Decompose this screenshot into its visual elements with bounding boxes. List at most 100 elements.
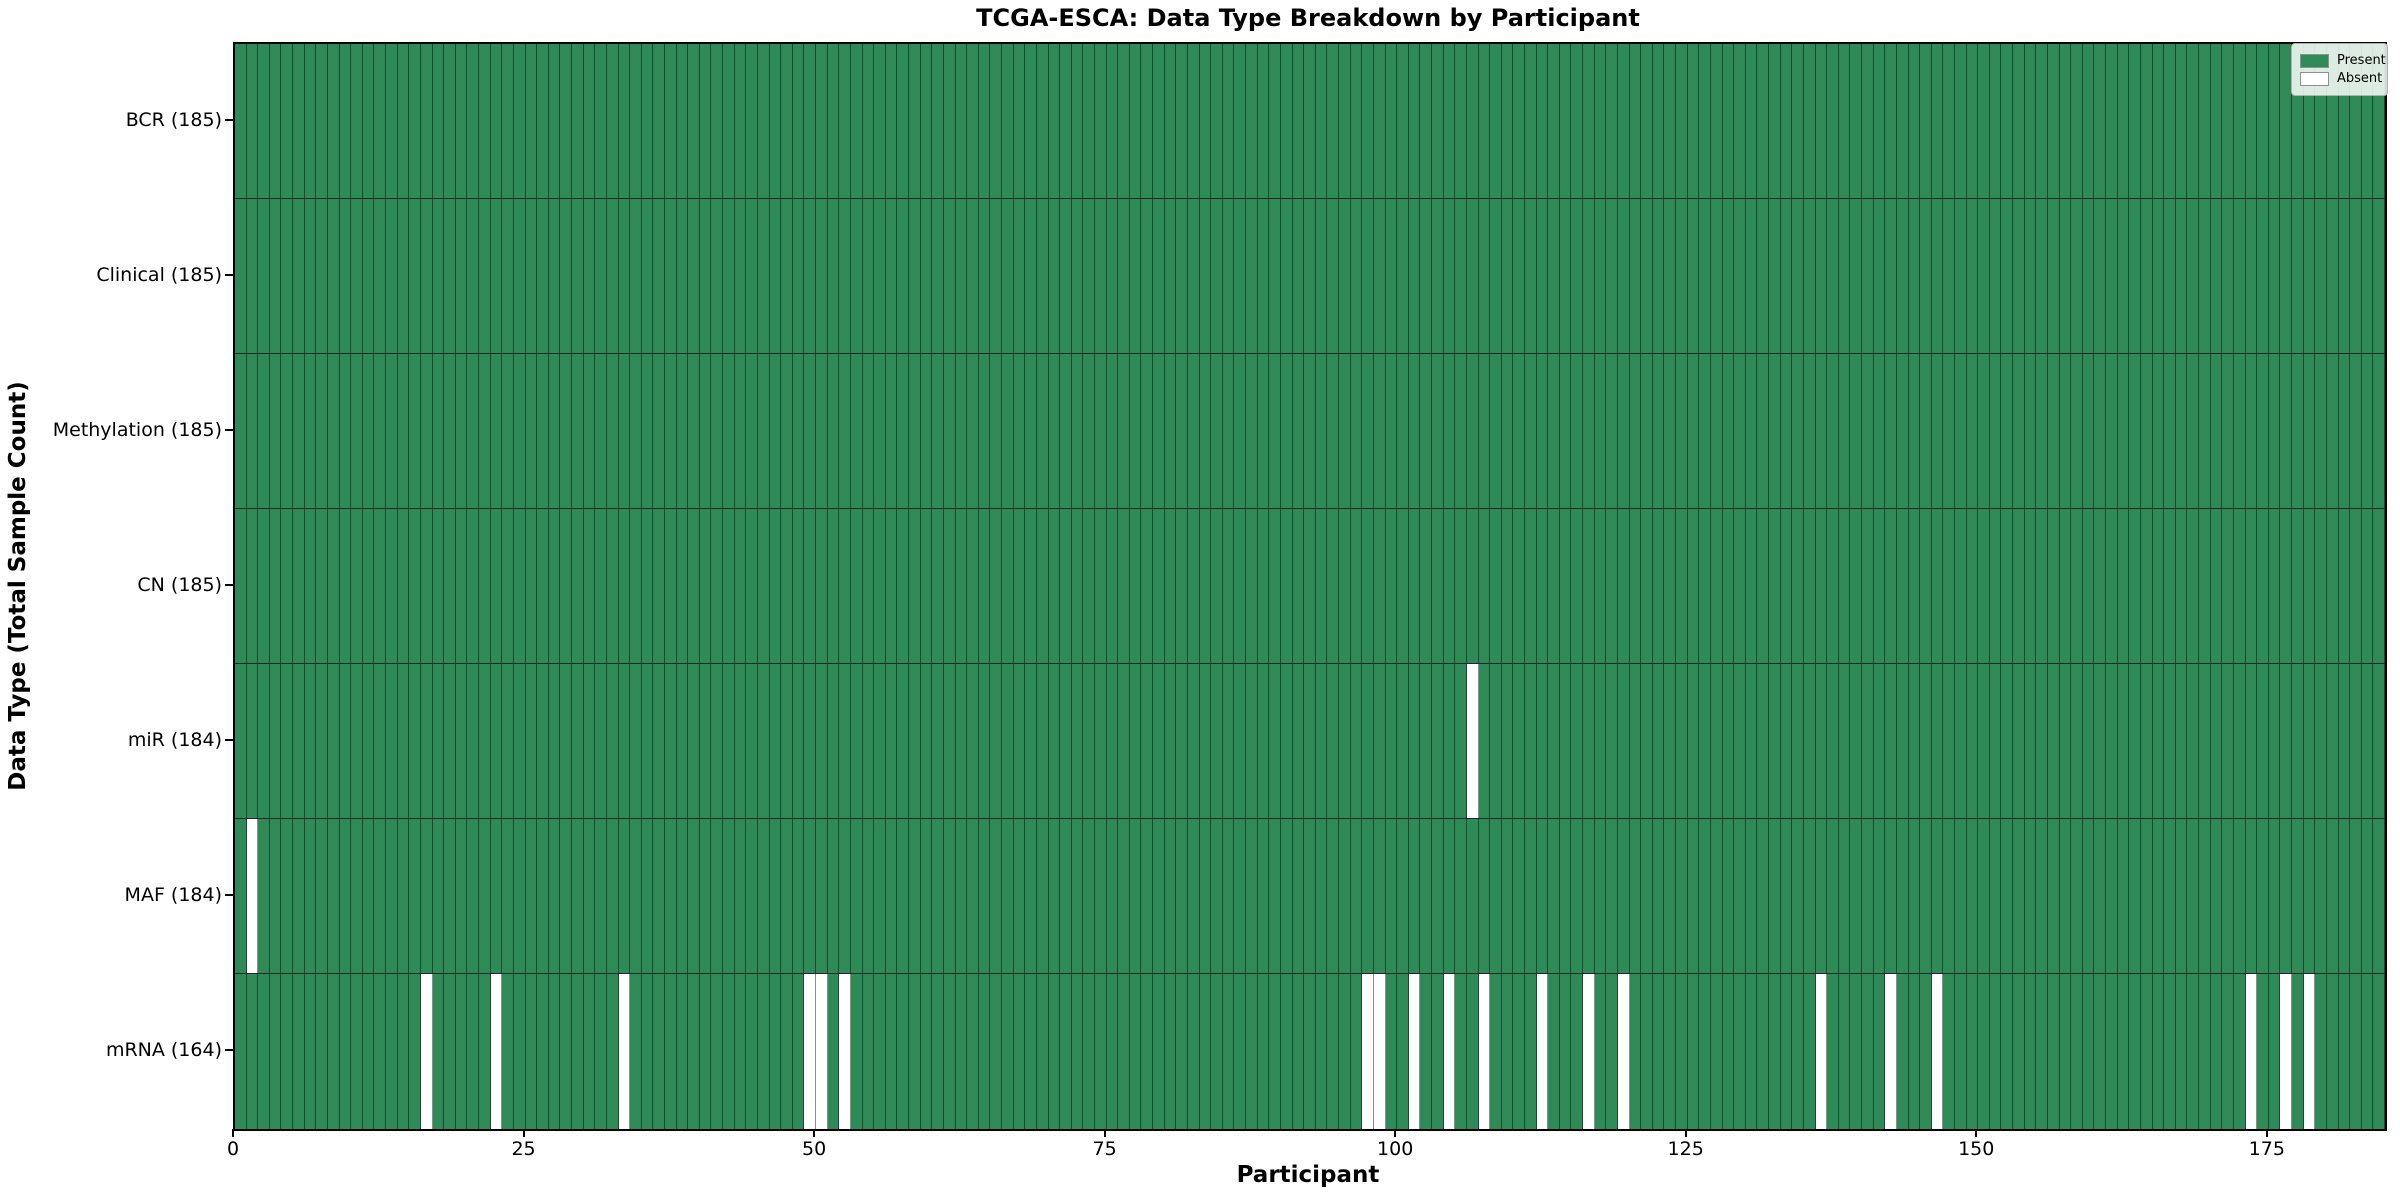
heatmap-cell [2210, 974, 2223, 1129]
legend-swatch [2300, 53, 2329, 68]
heatmap-cell [1989, 974, 2002, 1129]
heatmap-cell [397, 44, 410, 198]
heatmap-cell [1501, 664, 1514, 818]
heatmap-cell [1641, 44, 1653, 198]
heatmap-cell [711, 199, 724, 353]
heatmap-cell [2257, 44, 2269, 198]
heatmap-cell [1164, 199, 1177, 353]
heatmap-cell [386, 509, 398, 663]
heatmap-cell [1710, 199, 1723, 353]
heatmap-cell [1885, 354, 1897, 508]
heatmap-cell [2199, 819, 2211, 973]
heatmap-cell [1803, 354, 1816, 508]
heatmap-cell [1141, 199, 1154, 353]
heatmap-cell [1420, 509, 1432, 663]
heatmap-cell [502, 44, 514, 198]
heatmap-cell [2036, 819, 2048, 973]
heatmap-cell [1838, 199, 1851, 353]
heatmap-cell [502, 819, 514, 973]
heatmap-cell [1176, 974, 1188, 1129]
heatmap-cell [909, 354, 921, 508]
heatmap-cell [490, 354, 503, 508]
heatmap-cell [1617, 509, 1630, 663]
heatmap-cell [1478, 44, 1491, 198]
heatmap-cell [1745, 509, 1758, 663]
heatmap-cell [1432, 974, 1444, 1129]
heatmap-cell [1025, 44, 1037, 198]
heatmap-cell [1943, 199, 1955, 353]
heatmap-cell [990, 44, 1002, 198]
heatmap-cell [1943, 664, 1955, 818]
heatmap-cell [235, 354, 247, 508]
heatmap-cell [1095, 509, 1107, 663]
heatmap-cell [572, 509, 584, 663]
heatmap-cell [1664, 44, 1677, 198]
heatmap-cell [1780, 199, 1793, 353]
heatmap-cell [339, 44, 352, 198]
heatmap-cell [2024, 44, 2037, 198]
heatmap-cell [1129, 664, 1142, 818]
heatmap-cell [269, 44, 282, 198]
heatmap-cell [1420, 44, 1432, 198]
heatmap-cell [572, 974, 584, 1129]
heatmap-cell [1432, 819, 1444, 973]
heatmap-cell [769, 44, 782, 198]
heatmap-cell [1315, 664, 1328, 818]
heatmap-cell [1490, 509, 1502, 663]
heatmap-cell [1129, 509, 1142, 663]
heatmap-cell [269, 509, 282, 663]
heatmap-cell [990, 199, 1002, 353]
heatmap-cell [1385, 354, 1398, 508]
heatmap-cell [513, 509, 526, 663]
heatmap-cell [874, 44, 886, 198]
heatmap-cell [1234, 819, 1247, 973]
heatmap-cell [2280, 199, 2292, 353]
heatmap-cell [606, 509, 619, 663]
heatmap-cell [1339, 509, 1351, 663]
heatmap-cell [1792, 354, 1804, 508]
heatmap-cell [920, 199, 933, 353]
heatmap-cell [397, 199, 410, 353]
heatmap-cell [1060, 819, 1072, 973]
heatmap-cell [1536, 819, 1549, 973]
heatmap-cell [2303, 354, 2316, 508]
heatmap-cell [2222, 44, 2234, 198]
heatmap-cell [1060, 974, 1072, 1129]
heatmap-cell [2303, 199, 2316, 353]
heatmap-cell [1908, 664, 1921, 818]
heatmap-cell [1373, 509, 1386, 663]
heatmap-cell [2199, 44, 2211, 198]
heatmap-cell [1571, 974, 1584, 1129]
heatmap-cell [665, 509, 677, 663]
heatmap-cell [1443, 664, 1456, 818]
heatmap-cell [1362, 44, 1374, 198]
heatmap-cell [1525, 664, 1537, 818]
heatmap-cell [1187, 819, 1200, 973]
heatmap-cell [2373, 199, 2385, 353]
heatmap-cell [920, 354, 933, 508]
heatmap-cell [2129, 199, 2141, 353]
heatmap-cell [2117, 664, 2130, 818]
heatmap-cell [1339, 199, 1351, 353]
heatmap-cell [467, 199, 480, 353]
heatmap-cell [1257, 199, 1270, 353]
heatmap-cell [2199, 199, 2211, 353]
heatmap-cell [339, 664, 352, 818]
heatmap-cell [781, 664, 793, 818]
heatmap-cell [734, 199, 747, 353]
heatmap-cell [1106, 354, 1119, 508]
heatmap-cell [804, 354, 817, 508]
heatmap-cell [2047, 354, 2060, 508]
heatmap-cell [676, 199, 689, 353]
heatmap-cell [618, 509, 631, 663]
heatmap-cell [1153, 974, 1165, 1129]
heatmap-cell [1536, 354, 1549, 508]
heatmap-cell [1106, 44, 1119, 198]
heatmap-cell [1002, 199, 1014, 353]
heatmap-cell [1350, 44, 1363, 198]
heatmap-cell [269, 974, 282, 1129]
heatmap-cell [839, 819, 851, 973]
heatmap-cell [990, 974, 1002, 1129]
heatmap-cell [1153, 199, 1165, 353]
heatmap-cell [1862, 44, 1874, 198]
